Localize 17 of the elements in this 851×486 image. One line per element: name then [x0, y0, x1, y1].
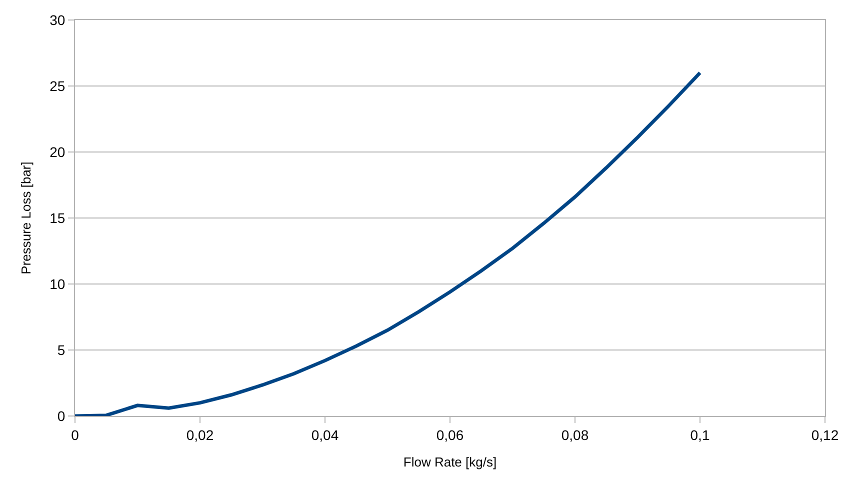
x-tick-label: 0,08: [561, 426, 589, 443]
y-axis-title: Pressure Loss [bar]: [18, 162, 34, 274]
x-tick-label: 0: [71, 426, 80, 443]
x-tick-label: 0,1: [690, 426, 710, 443]
x-axis-title: Flow Rate [kg/s]: [403, 454, 497, 470]
x-tick-label: 0,04: [311, 426, 339, 443]
y-tick-label: 0: [57, 408, 66, 424]
x-tick-label: 0,02: [186, 426, 214, 443]
y-tick-label: 5: [57, 342, 66, 358]
line-series: [75, 71, 702, 416]
x-tick-label: 0,12: [811, 426, 839, 443]
y-tick-label: 15: [50, 210, 66, 226]
x-tick-label: 0,06: [436, 426, 464, 443]
y-tick-label: 25: [50, 78, 66, 94]
y-tick-label: 20: [50, 144, 66, 160]
y-tick-label: 30: [50, 12, 66, 28]
y-tick-label: 10: [50, 276, 66, 292]
